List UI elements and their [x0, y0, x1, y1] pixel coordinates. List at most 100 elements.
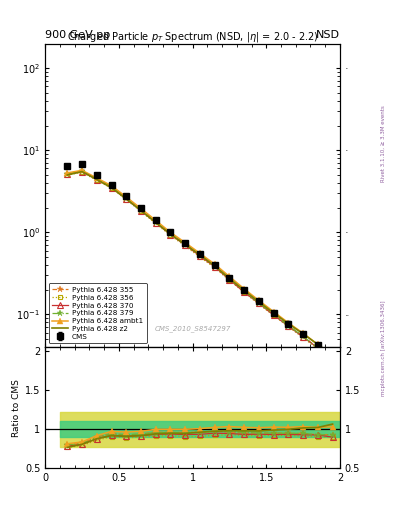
Pythia 6.428 370 [271, 312, 276, 318]
Pythia 6.428 356 [316, 346, 320, 352]
Line: Pythia 6.428 355: Pythia 6.428 355 [64, 168, 336, 363]
Pythia 6.428 370 [227, 276, 232, 283]
Pythia 6.428 355 [242, 288, 246, 294]
Pythia 6.428 370 [94, 177, 99, 183]
Pythia 6.428 379 [227, 275, 232, 282]
Pythia 6.428 355 [257, 300, 261, 306]
Pythia 6.428 370 [124, 196, 129, 202]
Pythia 6.428 370 [65, 171, 70, 177]
Text: 900 GeV pp: 900 GeV pp [45, 30, 110, 40]
Pythia 6.428 355 [301, 333, 305, 339]
Pythia 6.428 z2 [271, 310, 276, 316]
Pythia 6.428 ambt1 [212, 261, 217, 267]
Pythia 6.428 356 [94, 177, 99, 183]
Pythia 6.428 370 [139, 207, 143, 214]
Pythia 6.428 370 [109, 185, 114, 191]
Title: Charged Particle $p_T$ Spectrum (NSD, $|\eta|$ = 2.0 - 2.2): Charged Particle $p_T$ Spectrum (NSD, $|… [67, 30, 318, 44]
Pythia 6.428 ambt1 [168, 229, 173, 236]
Pythia 6.428 z2 [183, 242, 187, 248]
Pythia 6.428 356 [65, 172, 70, 178]
Pythia 6.428 355 [109, 184, 114, 190]
Pythia 6.428 355 [153, 219, 158, 225]
Pythia 6.428 356 [227, 278, 232, 284]
Pythia 6.428 370 [330, 358, 335, 364]
Pythia 6.428 379 [271, 311, 276, 317]
Pythia 6.428 379 [242, 288, 246, 294]
Pythia 6.428 379 [286, 323, 291, 329]
Text: CMS_2010_S8547297: CMS_2010_S8547297 [154, 325, 231, 332]
Text: Rivet 3.1.10, ≥ 3.3M events: Rivet 3.1.10, ≥ 3.3M events [381, 105, 386, 182]
Pythia 6.428 370 [183, 242, 187, 248]
Pythia 6.428 z2 [153, 219, 158, 225]
Pythia 6.428 355 [286, 323, 291, 329]
Pythia 6.428 379 [198, 252, 202, 258]
Pythia 6.428 z2 [242, 287, 246, 293]
Pythia 6.428 370 [168, 231, 173, 238]
Pythia 6.428 355 [271, 311, 276, 317]
Pythia 6.428 370 [153, 220, 158, 226]
Pythia 6.428 356 [153, 221, 158, 227]
Pythia 6.428 355 [94, 176, 99, 182]
Pythia 6.428 ambt1 [286, 319, 291, 326]
Pythia 6.428 356 [183, 243, 187, 249]
Text: mcplots.cern.ch [arXiv:1306.3436]: mcplots.cern.ch [arXiv:1306.3436] [381, 301, 386, 396]
Line: Pythia 6.428 z2: Pythia 6.428 z2 [67, 172, 332, 355]
Pythia 6.428 ambt1 [109, 183, 114, 189]
Pythia 6.428 355 [139, 207, 143, 213]
Line: Pythia 6.428 379: Pythia 6.428 379 [64, 168, 336, 363]
Pythia 6.428 ambt1 [330, 353, 335, 359]
Pythia 6.428 355 [124, 195, 129, 201]
Pythia 6.428 z2 [316, 342, 320, 348]
Legend: Pythia 6.428 355, Pythia 6.428 356, Pythia 6.428 370, Pythia 6.428 379, Pythia 6: Pythia 6.428 355, Pythia 6.428 356, Pyth… [49, 283, 147, 344]
Pythia 6.428 z2 [286, 321, 291, 327]
Pythia 6.428 370 [198, 253, 202, 259]
Pythia 6.428 355 [168, 231, 173, 237]
Pythia 6.428 370 [286, 323, 291, 329]
Pythia 6.428 379 [301, 333, 305, 339]
Pythia 6.428 ambt1 [65, 170, 70, 176]
Pythia 6.428 z2 [94, 177, 99, 183]
Pythia 6.428 ambt1 [80, 167, 84, 174]
Pythia 6.428 z2 [80, 168, 84, 175]
Pythia 6.428 356 [286, 324, 291, 330]
Pythia 6.428 355 [212, 263, 217, 269]
Pythia 6.428 ambt1 [242, 286, 246, 292]
Pythia 6.428 z2 [212, 263, 217, 269]
Line: Pythia 6.428 370: Pythia 6.428 370 [64, 169, 335, 364]
Line: Pythia 6.428 ambt1: Pythia 6.428 ambt1 [64, 167, 336, 359]
Pythia 6.428 379 [94, 176, 99, 182]
Pythia 6.428 370 [316, 345, 320, 351]
Pythia 6.428 355 [183, 241, 187, 247]
Pythia 6.428 356 [109, 185, 114, 191]
Pythia 6.428 379 [212, 263, 217, 269]
Pythia 6.428 356 [198, 254, 202, 260]
Pythia 6.428 ambt1 [198, 250, 202, 257]
Pythia 6.428 356 [168, 232, 173, 239]
Pythia 6.428 355 [330, 357, 335, 363]
Pythia 6.428 ambt1 [124, 194, 129, 200]
Pythia 6.428 z2 [168, 231, 173, 237]
Pythia 6.428 379 [153, 219, 158, 225]
Pythia 6.428 355 [65, 170, 70, 177]
Pythia 6.428 379 [80, 168, 84, 174]
Pythia 6.428 z2 [330, 352, 335, 358]
Pythia 6.428 355 [80, 168, 84, 174]
Pythia 6.428 356 [271, 312, 276, 318]
Pythia 6.428 355 [227, 276, 232, 282]
Pythia 6.428 356 [124, 197, 129, 203]
Pythia 6.428 379 [183, 241, 187, 247]
Pythia 6.428 379 [139, 207, 143, 213]
Pythia 6.428 z2 [227, 275, 232, 282]
Pythia 6.428 370 [242, 289, 246, 295]
Pythia 6.428 z2 [124, 196, 129, 202]
Pythia 6.428 ambt1 [271, 309, 276, 315]
Pythia 6.428 370 [212, 264, 217, 270]
Text: NSD: NSD [316, 30, 340, 40]
Pythia 6.428 ambt1 [153, 217, 158, 223]
Pythia 6.428 379 [316, 345, 320, 351]
Pythia 6.428 356 [80, 169, 84, 175]
Pythia 6.428 370 [80, 168, 84, 175]
Pythia 6.428 ambt1 [183, 240, 187, 246]
Pythia 6.428 ambt1 [139, 205, 143, 211]
Pythia 6.428 379 [109, 184, 114, 190]
